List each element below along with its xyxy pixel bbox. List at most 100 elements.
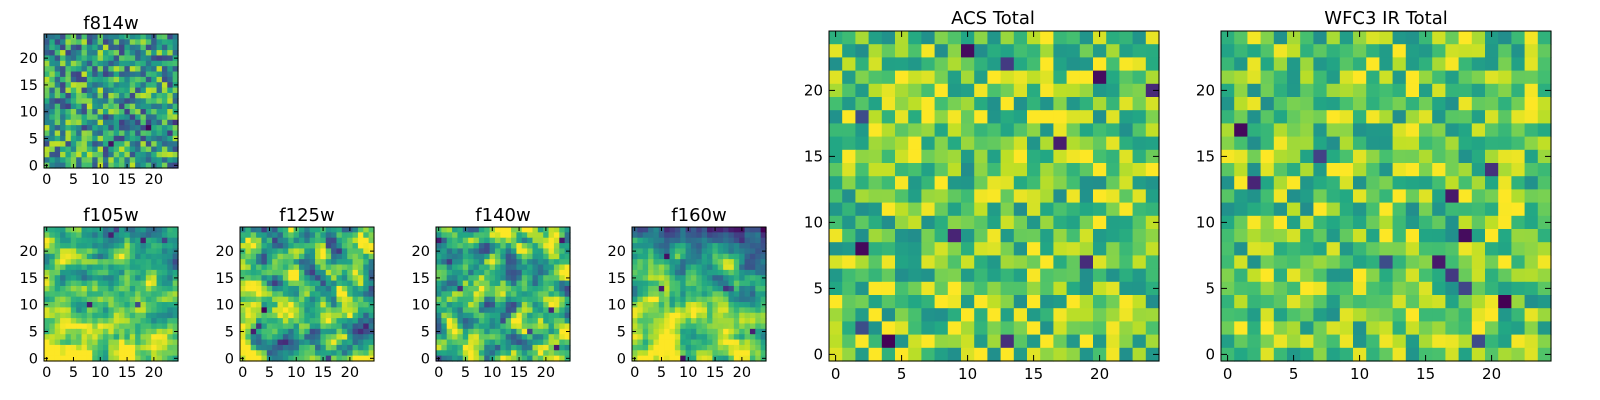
heatmap-cell [1300,202,1314,217]
heatmap-cell [516,253,523,260]
heatmap-cell [1458,281,1473,296]
heatmap-cell [961,44,975,58]
heatmap-cell [119,125,125,132]
heatmap-cell [755,302,762,308]
heatmap-cell [368,312,375,319]
heatmap-cell [462,291,469,298]
heatmap-cell [537,280,544,287]
heatmap-cell [1093,123,1107,138]
heatmap-cell [717,355,724,362]
heatmap-cell [696,237,703,244]
heatmap-cell [1287,321,1301,336]
heatmap-cell [1000,110,1015,124]
heatmap-cell [135,114,142,121]
heatmap-cell [156,350,163,357]
heatmap-cell [987,70,1002,85]
heatmap-cell [723,227,730,233]
heatmap-cell [102,243,109,250]
heatmap-cell [987,268,1002,283]
heatmap-cell [119,291,125,298]
heatmap-cell [1366,149,1380,164]
heatmap-cell [707,350,713,357]
heatmap-cell [167,60,174,67]
heatmap-cell [559,318,566,325]
heatmap-cell [1392,44,1407,58]
heatmap-cell [446,334,453,341]
heatmap-cell [167,302,174,308]
heatmap-cell [135,323,142,330]
heatmap-cell [97,264,104,271]
heatmap-cell [1132,334,1147,349]
heatmap-cell [140,135,147,142]
heatmap-cell [1300,229,1314,243]
heatmap-cell [151,248,158,255]
heatmap-cell [696,259,703,266]
heatmap-cell [728,237,735,244]
heatmap-cell [1405,149,1420,164]
heatmap-cell [717,253,724,260]
heatmap-cell [108,92,115,99]
heatmap-cell [987,57,1002,72]
heatmap-cell [135,60,142,67]
heatmap-cell [282,312,289,319]
heatmap-cell [156,130,163,137]
heatmap-cell [987,295,1002,309]
heatmap-cell [543,275,550,282]
heatmap-cell [947,347,962,362]
heatmap-cell [140,92,147,99]
heatmap-cell [135,125,142,132]
heatmap-cell [723,344,730,351]
heatmap-cell [478,334,485,341]
heatmap-cell [744,339,751,346]
heatmap-cell [156,109,163,115]
heatmap-cell [282,339,289,346]
heatmap-cell [293,350,300,357]
heatmap-cell [760,243,767,250]
heatmap-cell [1300,83,1314,98]
heatmap-cell [113,98,120,105]
heatmap-cell [717,307,724,314]
heatmap-cell [543,350,550,357]
heatmap-cell [473,285,480,292]
heatmap-cell [842,334,856,349]
heatmap-cell [156,87,163,94]
heatmap-cell [532,243,539,250]
heatmap-cell [733,285,740,292]
heatmap-cell [167,135,174,142]
heatmap-cell [298,350,305,357]
heatmap-cell [637,291,644,298]
heatmap-cell [357,323,364,330]
heatmap-cell [1366,123,1380,138]
heatmap-cell [325,302,332,308]
heatmap-cell [1066,281,1081,296]
heatmap-cell [707,275,713,282]
heatmap-cell [1079,202,1094,217]
heatmap-cell [145,55,152,62]
heatmap-cell [1106,136,1120,151]
heatmap-cell [261,328,268,335]
heatmap-cell [489,232,496,239]
heatmap-cell [452,339,459,346]
heatmap-cell [452,350,459,357]
heatmap-cell [81,227,88,233]
heatmap-cell [842,97,856,111]
heatmap-cell [60,82,67,89]
heatmap-cell [934,295,949,309]
heatmap-cell [685,291,692,298]
heatmap-cell [1326,242,1341,256]
heatmap-cell [749,269,756,276]
heatmap-cell [272,285,279,292]
heatmap-cell [642,350,649,357]
heatmap-cell [60,76,67,83]
heatmap-cell [733,344,740,351]
x-axis: 0 5 10 15 20 [42,172,163,188]
heatmap-cell [54,227,61,233]
heatmap-cell [102,237,109,244]
heatmap-cell [135,334,142,341]
heatmap-cell [1273,268,1288,283]
heatmap-cell [648,334,655,341]
heatmap-cell [1027,281,1041,296]
heatmap-cell [129,285,136,292]
heatmap-cell [1392,149,1407,164]
heatmap-cell [1300,215,1314,230]
